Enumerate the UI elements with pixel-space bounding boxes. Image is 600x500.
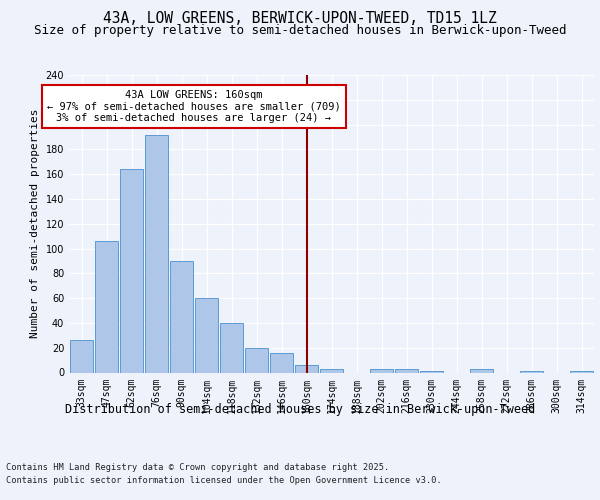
Bar: [320, 369, 343, 372]
Text: Contains HM Land Registry data © Crown copyright and database right 2025.: Contains HM Land Registry data © Crown c…: [6, 462, 389, 471]
Bar: [295, 365, 318, 372]
Bar: [95, 241, 118, 372]
Bar: [145, 134, 168, 372]
Y-axis label: Number of semi-detached properties: Number of semi-detached properties: [30, 109, 40, 338]
Bar: [470, 369, 493, 372]
Bar: [220, 323, 243, 372]
Bar: [270, 352, 293, 372]
Bar: [370, 369, 393, 372]
Text: Contains public sector information licensed under the Open Government Licence v3: Contains public sector information licen…: [6, 476, 442, 485]
Text: Size of property relative to semi-detached houses in Berwick-upon-Tweed: Size of property relative to semi-detach…: [34, 24, 566, 37]
Bar: [120, 169, 143, 372]
Bar: [245, 348, 268, 372]
Text: Distribution of semi-detached houses by size in Berwick-upon-Tweed: Distribution of semi-detached houses by …: [65, 402, 535, 415]
Bar: [70, 340, 93, 372]
Text: 43A, LOW GREENS, BERWICK-UPON-TWEED, TD15 1LZ: 43A, LOW GREENS, BERWICK-UPON-TWEED, TD1…: [103, 11, 497, 26]
Bar: [395, 369, 418, 372]
Text: 43A LOW GREENS: 160sqm
← 97% of semi-detached houses are smaller (709)
3% of sem: 43A LOW GREENS: 160sqm ← 97% of semi-det…: [47, 90, 341, 123]
Bar: [170, 261, 193, 372]
Bar: [195, 298, 218, 372]
